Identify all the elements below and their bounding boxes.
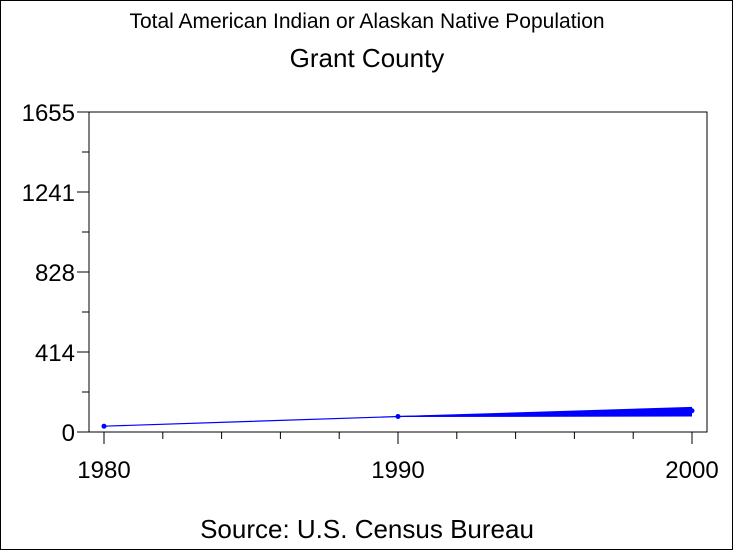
data-point-1990 (395, 414, 401, 420)
y-tick-label: 1241 (22, 180, 75, 207)
y-tick-label: 414 (35, 340, 75, 367)
x-tick-label: 2000 (665, 457, 718, 484)
y-tick-label: 828 (35, 260, 75, 287)
y-axis: 0 414 828 1241 1655 (22, 100, 89, 447)
x-axis: 1980 1990 2000 (77, 432, 719, 484)
plot-area (88, 111, 708, 433)
chart-title: Total American Indian or Alaskan Native … (129, 10, 604, 33)
y-tick-label: 1655 (22, 100, 75, 127)
data-point-1980 (101, 423, 107, 429)
data-point-2000 (689, 408, 695, 414)
chart-subtitle: Grant County (290, 43, 445, 73)
x-tick-label: 1980 (77, 457, 130, 484)
y-tick-label: 0 (62, 420, 75, 447)
source-footnote: Source: U.S. Census Bureau (200, 514, 534, 544)
series-layer (101, 406, 695, 429)
x-tick-label: 1990 (371, 457, 424, 484)
